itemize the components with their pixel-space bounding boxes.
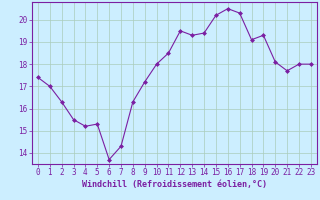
X-axis label: Windchill (Refroidissement éolien,°C): Windchill (Refroidissement éolien,°C) bbox=[82, 180, 267, 189]
